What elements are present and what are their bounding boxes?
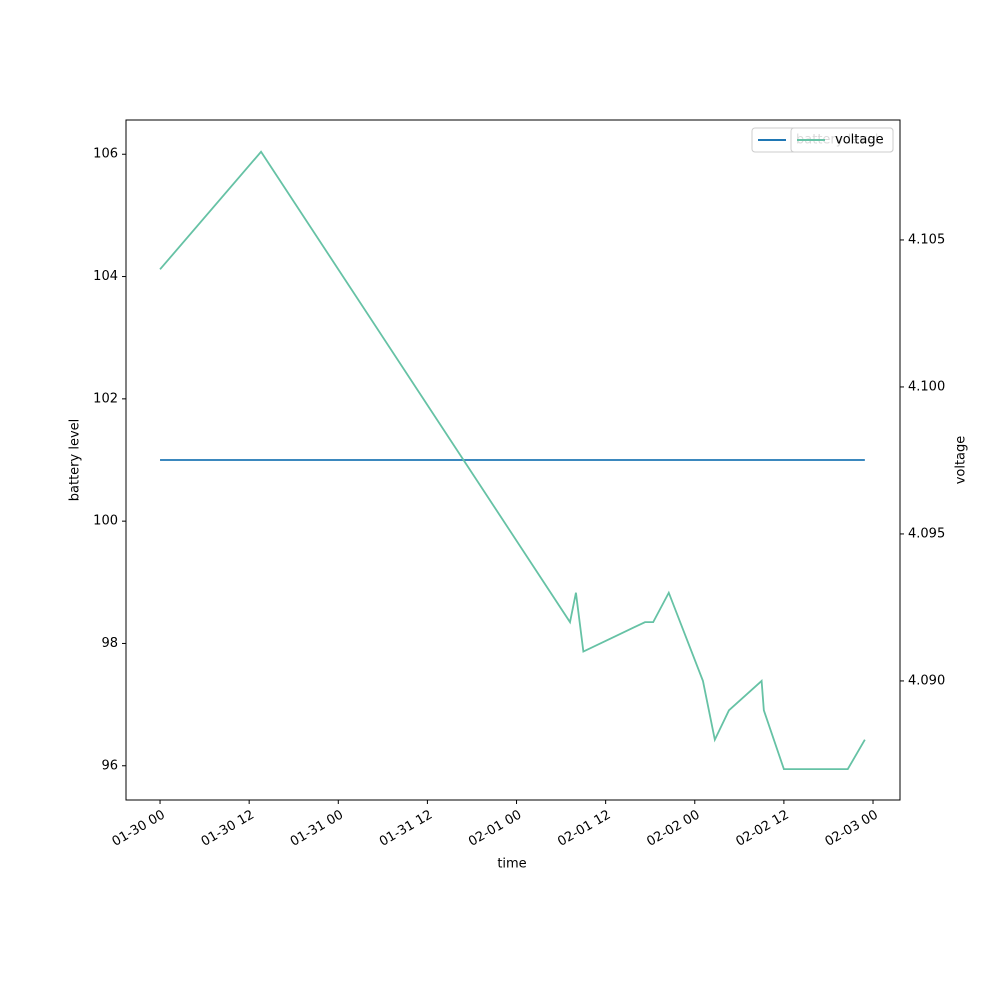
y-tick-label: 98 [101, 636, 118, 651]
x-tick-label: 01-31 00 [288, 808, 346, 850]
x-tick-label: 02-03 00 [823, 808, 881, 850]
x-tick-label: 01-30 12 [199, 808, 257, 850]
x-tick-label: 01-30 00 [110, 808, 168, 850]
y2-tick-label: 4.105 [908, 232, 945, 247]
x-tick-label: 02-01 00 [466, 808, 524, 850]
legend-label: voltage [835, 133, 884, 148]
x-tick-label: 02-01 12 [555, 808, 613, 850]
y2-tick-label: 4.100 [908, 379, 945, 394]
y2-axis-label: voltage [954, 436, 969, 485]
x-tick-label: 02-02 12 [734, 808, 792, 850]
x-tick-label: 01-31 12 [377, 808, 435, 850]
y-tick-label: 102 [93, 391, 118, 406]
x-axis-label: time [497, 857, 526, 872]
y-tick-label: 104 [93, 269, 118, 284]
y2-tick-label: 4.095 [908, 526, 945, 541]
y2-tick-label: 4.090 [908, 673, 945, 688]
y-tick-label: 106 [93, 147, 118, 162]
legend-box [790, 127, 894, 153]
y-tick-label: 96 [101, 758, 118, 773]
y-tick-label: 100 [93, 514, 118, 529]
x-tick-label: 02-02 00 [644, 808, 702, 850]
plot-frame [125, 119, 901, 801]
y-axis-label: battery level [68, 419, 83, 502]
line [159, 150, 866, 771]
